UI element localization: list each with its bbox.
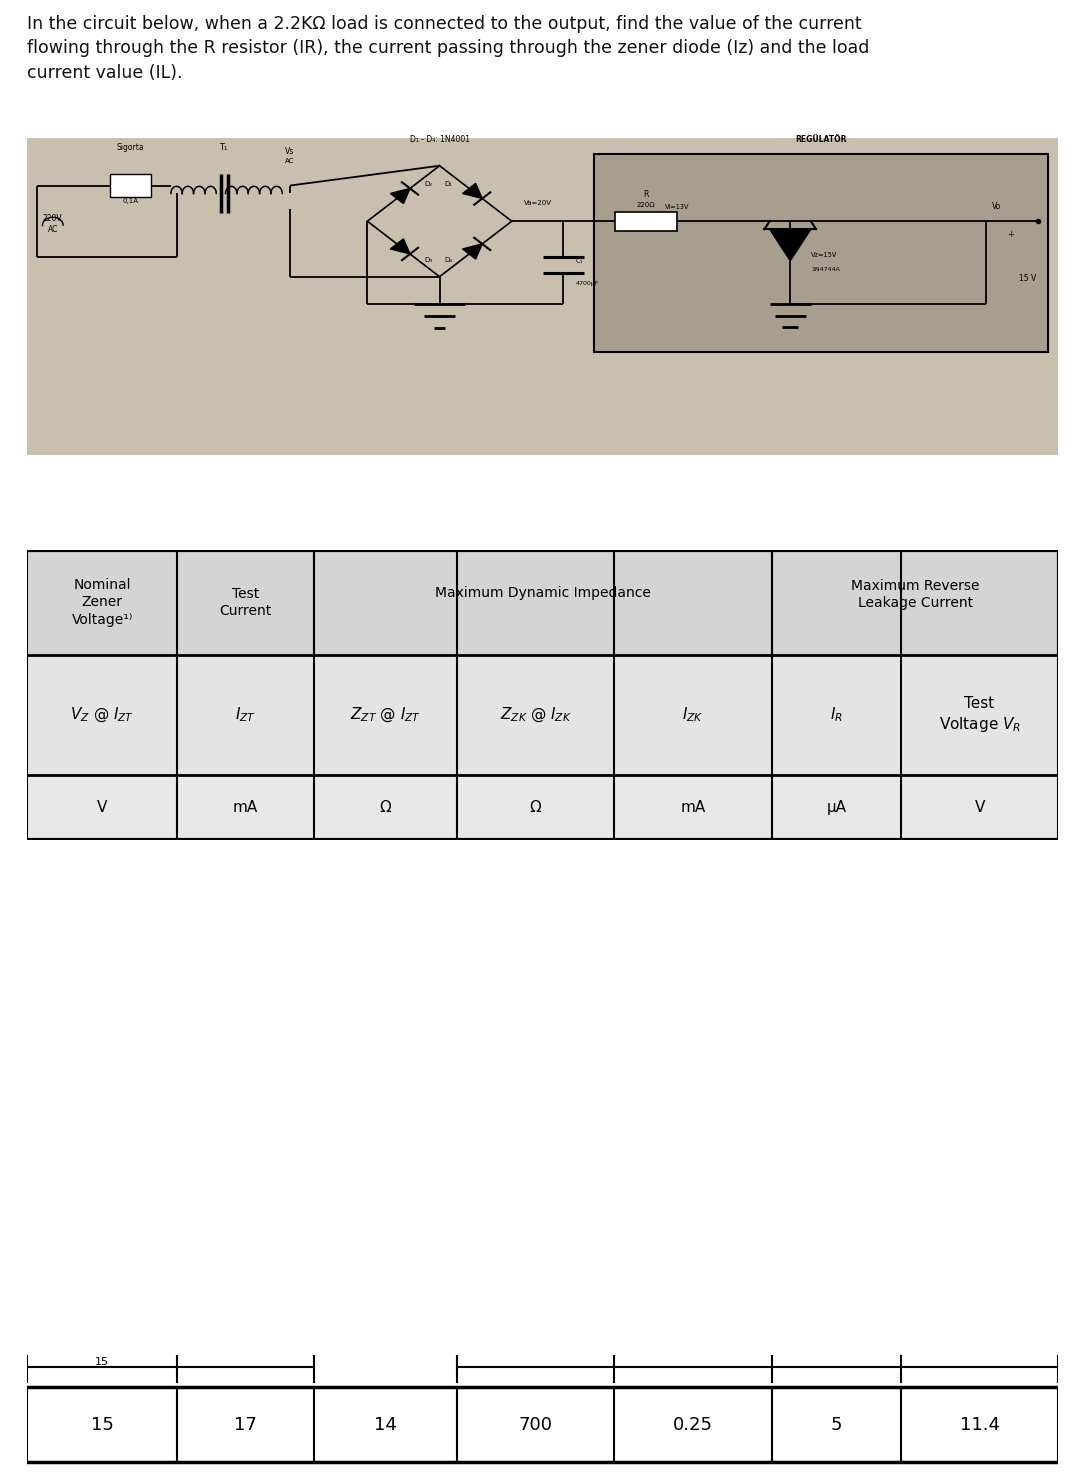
Text: D₁: D₁ [445, 180, 453, 186]
Text: D₃: D₃ [424, 257, 432, 263]
Text: 220V: 220V [43, 214, 63, 223]
Text: 17: 17 [234, 1415, 257, 1434]
Bar [594, 154, 1048, 352]
Text: V: V [97, 801, 107, 815]
Bar [457, 549, 615, 654]
Text: $I_{ZT}$: $I_{ZT}$ [235, 706, 256, 724]
Bar [27, 549, 177, 654]
Bar [457, 775, 615, 840]
Polygon shape [462, 183, 483, 198]
Bar [615, 654, 772, 775]
Bar [772, 549, 901, 654]
Bar [313, 549, 457, 654]
Text: Va=20V: Va=20V [524, 201, 552, 207]
Text: mA: mA [680, 801, 705, 815]
Text: Vi=13V: Vi=13V [664, 204, 689, 210]
Text: Maximum Reverse
Leakage Current: Maximum Reverse Leakage Current [851, 579, 980, 610]
Text: 11.4: 11.4 [960, 1415, 1000, 1434]
Text: +: + [1007, 230, 1014, 239]
Text: D₂: D₂ [424, 180, 432, 186]
Bar [772, 654, 901, 775]
Text: μA: μA [826, 801, 847, 815]
Bar [615, 775, 772, 840]
Bar [615, 549, 772, 654]
Text: D₄: D₄ [445, 257, 453, 263]
Text: Vz=15V: Vz=15V [811, 253, 837, 258]
Bar [177, 775, 313, 840]
Bar [901, 549, 1058, 654]
Text: $I_{ZK}$: $I_{ZK}$ [683, 706, 704, 724]
Text: Ω: Ω [529, 801, 541, 815]
Text: $V_Z$ @ $I_{ZT}$: $V_Z$ @ $I_{ZT}$ [70, 706, 134, 724]
Bar [615, 211, 677, 230]
Bar [27, 654, 177, 775]
Bar [177, 549, 313, 654]
Text: In the circuit below, when a 2.2KΩ load is connected to the output, find the val: In the circuit below, when a 2.2KΩ load … [27, 15, 869, 81]
Text: REGÜLATÖR: REGÜLATÖR [796, 134, 847, 143]
Text: Maximum Dynamic Impedance: Maximum Dynamic Impedance [435, 585, 650, 600]
Text: 4700μF: 4700μF [576, 281, 599, 285]
Text: D₁ - D₄: 1N4001: D₁ - D₄: 1N4001 [409, 134, 470, 143]
Text: 1N4744A: 1N4744A [811, 267, 840, 272]
Text: 0,1A: 0,1A [122, 198, 138, 204]
Polygon shape [390, 239, 410, 254]
Text: C₁: C₁ [576, 258, 583, 264]
Polygon shape [770, 229, 811, 261]
Text: 5: 5 [831, 1415, 842, 1434]
Bar [109, 174, 151, 198]
Polygon shape [462, 244, 483, 258]
Text: $Z_{ZT}$ @ $I_{ZT}$: $Z_{ZT}$ @ $I_{ZT}$ [350, 706, 420, 724]
Text: Sigorta: Sigorta [117, 143, 144, 152]
Text: Vs: Vs [285, 146, 295, 157]
Text: AC: AC [48, 225, 58, 233]
Text: Ω: Ω [379, 801, 391, 815]
Bar [772, 775, 901, 840]
Polygon shape [390, 189, 410, 204]
Text: Nominal
Zener
Voltage¹⁾: Nominal Zener Voltage¹⁾ [71, 578, 133, 626]
Text: R: R [644, 191, 648, 199]
Text: 15: 15 [95, 1357, 109, 1368]
Text: T₁: T₁ [219, 143, 227, 152]
Bar [772, 552, 1058, 653]
Text: $I_R$: $I_R$ [829, 706, 842, 724]
Text: Test
Current: Test Current [219, 586, 271, 619]
Bar [313, 654, 457, 775]
Bar [901, 775, 1058, 840]
Bar [901, 654, 1058, 775]
Text: Vo: Vo [991, 202, 1001, 211]
Bar [313, 775, 457, 840]
Text: mA: mA [233, 801, 258, 815]
Text: AC: AC [285, 158, 295, 164]
Bar [27, 775, 177, 840]
Text: 15 V: 15 V [1018, 273, 1036, 282]
Text: 220Ω: 220Ω [636, 202, 656, 208]
Text: 15: 15 [91, 1415, 113, 1434]
Text: 0.25: 0.25 [673, 1415, 713, 1434]
Text: Test
Voltage $V_R$: Test Voltage $V_R$ [939, 696, 1021, 734]
Text: $Z_{ZK}$ @ $I_{ZK}$: $Z_{ZK}$ @ $I_{ZK}$ [500, 706, 571, 724]
Bar [313, 552, 772, 653]
Text: 700: 700 [518, 1415, 553, 1434]
Bar [457, 654, 615, 775]
Bar [177, 654, 313, 775]
Text: V: V [974, 801, 985, 815]
Text: 14: 14 [374, 1415, 396, 1434]
